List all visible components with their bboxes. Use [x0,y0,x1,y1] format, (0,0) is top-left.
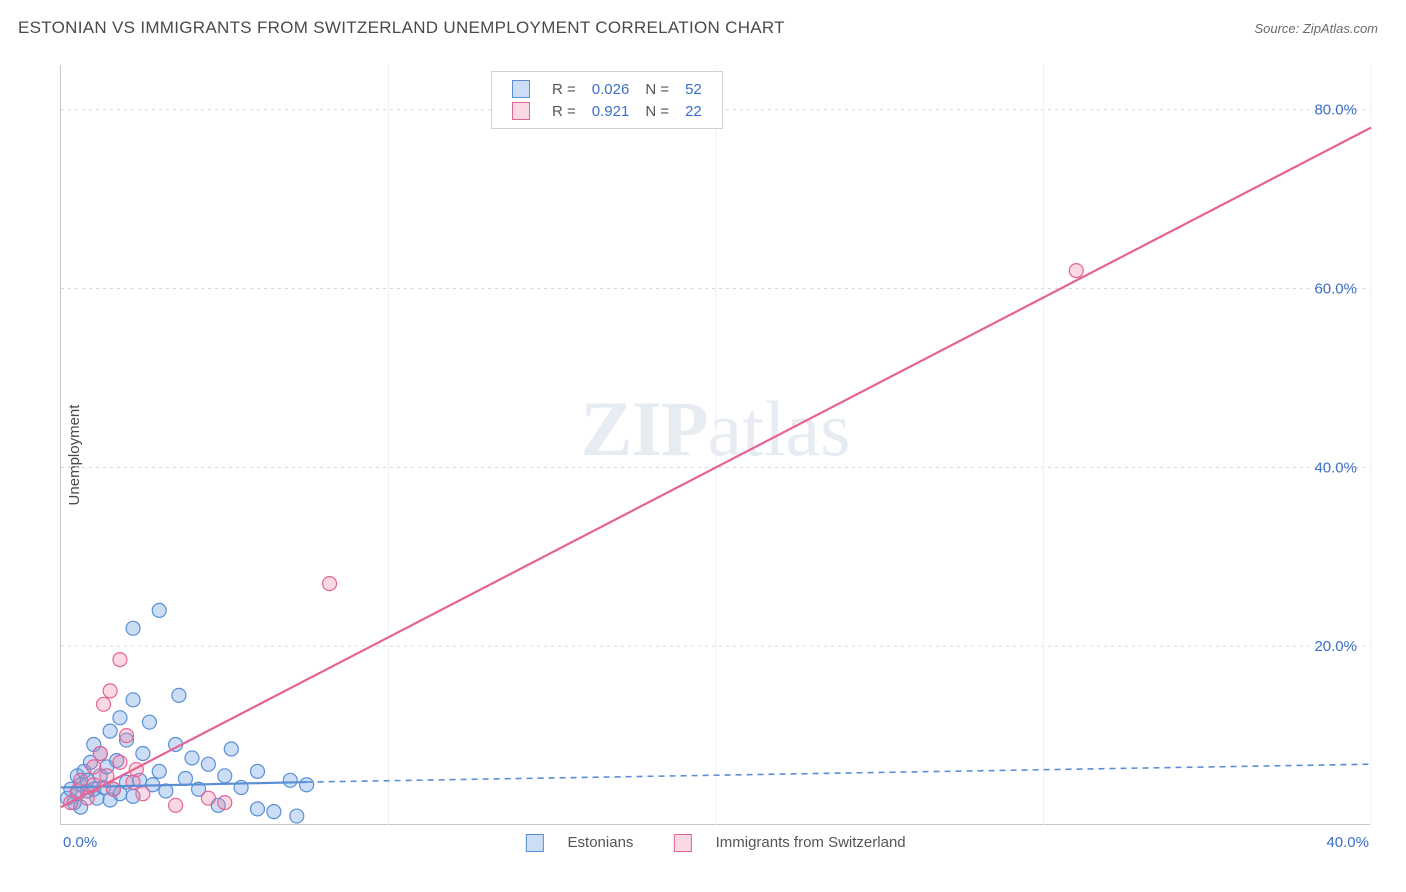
chart-title: ESTONIAN VS IMMIGRANTS FROM SWITZERLAND … [18,18,785,38]
data-point [267,805,281,819]
data-point [251,802,265,816]
data-point [300,778,314,792]
legend-n-label: N = [637,78,677,100]
legend-label: Immigrants from Switzerland [716,834,906,851]
plot-area: ZIPatlas 20.0%40.0%60.0%80.0%0.0%40.0% R… [60,65,1370,825]
data-point [152,603,166,617]
scatter-plot-svg: 20.0%40.0%60.0%80.0%0.0%40.0% [61,65,1370,824]
data-point [113,653,127,667]
source-attribution: Source: ZipAtlas.com [1254,21,1378,36]
legend-swatch [673,834,691,852]
data-point [224,742,238,756]
data-point [218,796,232,810]
data-point [106,782,120,796]
legend-swatch [512,102,530,120]
chart-container: Unemployment ZIPatlas 20.0%40.0%60.0%80.… [50,55,1380,855]
data-point [87,760,101,774]
data-point [103,724,117,738]
legend-item: Immigrants from Switzerland [663,834,915,851]
data-point [169,798,183,812]
data-point [172,688,186,702]
data-point [113,755,127,769]
xtick-label: 40.0% [1326,834,1369,851]
legend-r-value: 0.921 [584,100,638,122]
data-point [178,772,192,786]
data-point [218,769,232,783]
ytick-label: 40.0% [1314,459,1357,476]
data-point [136,787,150,801]
data-point [290,809,304,823]
legend-label: Estonians [568,834,634,851]
data-point [113,711,127,725]
chart-header: ESTONIAN VS IMMIGRANTS FROM SWITZERLAND … [0,0,1406,48]
xtick-label: 0.0% [63,834,97,851]
data-point [201,757,215,771]
legend-n-value: 22 [677,100,710,122]
data-point [136,746,150,760]
data-point [93,746,107,760]
ytick-label: 80.0% [1314,102,1357,119]
data-point [152,764,166,778]
legend-row: R = 0.026 N = 52 [504,78,710,100]
data-point [103,684,117,698]
legend-r-label: R = [544,100,584,122]
legend-r-value: 0.026 [584,78,638,100]
legend-r-label: R = [544,78,584,100]
data-point [323,577,337,591]
legend-item: Estonians [515,834,643,851]
trend-line-dashed [307,764,1371,782]
data-point [185,751,199,765]
legend-row: R = 0.921 N = 22 [504,100,710,122]
legend-swatch [525,834,543,852]
data-point [97,697,111,711]
legend-n-value: 52 [677,78,710,100]
data-point [283,773,297,787]
data-point [74,773,88,787]
data-point [1069,264,1083,278]
data-point [251,764,265,778]
legend-n-label: N = [637,100,677,122]
ytick-label: 20.0% [1314,638,1357,655]
data-point [142,715,156,729]
data-point [120,729,134,743]
data-point [201,791,215,805]
legend-correlation-box: R = 0.026 N = 52 R = 0.921 N = 22 [491,71,723,129]
legend-series: Estonians Immigrants from Switzerland [505,834,925,852]
data-point [126,621,140,635]
legend-swatch [512,80,530,98]
data-point [126,693,140,707]
ytick-label: 60.0% [1314,281,1357,298]
